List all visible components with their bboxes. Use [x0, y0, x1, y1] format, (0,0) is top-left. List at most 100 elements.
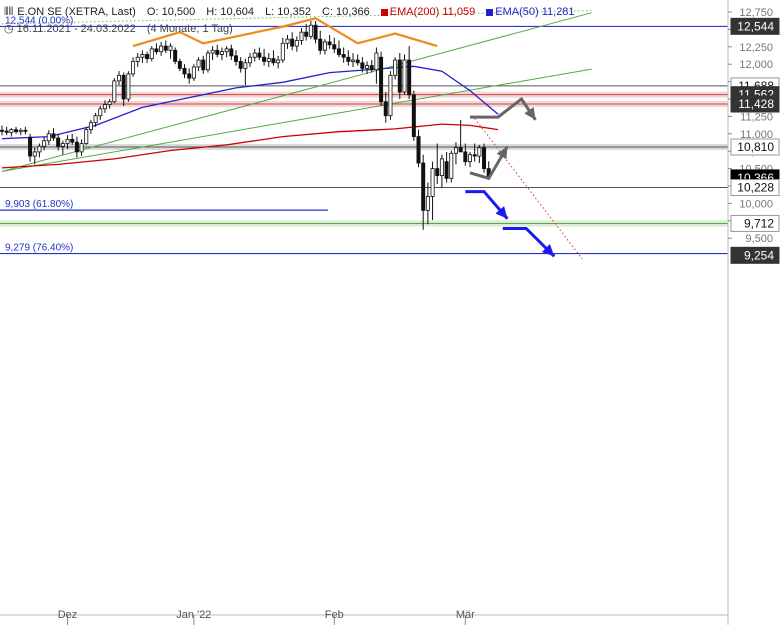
- pattern-layer: [132, 17, 438, 48]
- candle-body: [290, 38, 295, 47]
- candle-body: [458, 147, 463, 153]
- candle-body: [210, 49, 215, 54]
- candle-body: [262, 56, 267, 62]
- ema50-legend-swatch: [486, 8, 494, 16]
- projection-arrowhead: [524, 107, 536, 120]
- y-tick-label: 10,000: [739, 198, 773, 210]
- head-shoulders-pattern: [132, 17, 438, 48]
- horizontal-levels-layer: [0, 25, 728, 255]
- price-tag-label: 10,810: [737, 140, 774, 154]
- candle-body: [23, 129, 28, 132]
- candle-body: [266, 58, 271, 62]
- y-tick-label: 11,250: [740, 111, 773, 123]
- price-tag: [730, 17, 780, 35]
- candle-body: [355, 59, 360, 64]
- candle-body: [14, 129, 19, 133]
- trend-line: [1, 68, 592, 172]
- x-tick-label: Feb: [325, 609, 344, 621]
- candle-body: [154, 48, 159, 53]
- chart-header: ⫴⫴ E.ON SE (XETRA, Last) O: 10,500 H: 10,…: [4, 6, 575, 19]
- trend-line: [1, 12, 592, 172]
- price-tag: [730, 179, 780, 197]
- candle-body: [271, 58, 276, 64]
- candlestick-chart-icon: ⫴⫴: [4, 6, 14, 18]
- candle-body: [201, 59, 206, 71]
- candle-body: [313, 24, 318, 40]
- candle-body: [70, 138, 75, 143]
- candle-body: [177, 61, 182, 69]
- price-tag: [730, 246, 780, 264]
- candle-body: [285, 38, 290, 44]
- fib-label: 9,279 (76.40%): [5, 243, 73, 254]
- projection-path: [465, 190, 509, 220]
- price-tag-label: 11,428: [738, 97, 774, 111]
- candle-body: [149, 48, 154, 60]
- candle-body: [145, 54, 150, 60]
- ema200-legend-swatch: [380, 8, 388, 16]
- candle-body: [233, 55, 238, 62]
- candle-body: [215, 49, 220, 55]
- candle-body: [383, 101, 388, 117]
- candle-body: [74, 141, 79, 153]
- candles-layer: [0, 21, 491, 230]
- price-tags-layer: 12,54411,68811,56211,42810,81010,36610,2…: [730, 17, 780, 264]
- candle-body: [56, 137, 61, 147]
- candle-body: [327, 41, 332, 46]
- candle-body: [407, 59, 412, 96]
- trend-line: [474, 118, 583, 260]
- candle-body: [187, 73, 192, 79]
- candle-body: [472, 154, 477, 157]
- x-axis: Dez Jan '22 Feb Mär: [0, 609, 728, 625]
- candle-body: [163, 45, 168, 51]
- candle-body: [93, 115, 98, 124]
- y-tick-label: 12,000: [739, 59, 773, 71]
- candle-body: [248, 56, 253, 64]
- fib-label: 9,903 (61.80%): [5, 199, 73, 210]
- candle-body: [341, 54, 346, 58]
- candle-body: [28, 136, 33, 157]
- y-tick-label: 9,500: [745, 233, 773, 245]
- price-tag-label: 12,544: [737, 19, 774, 33]
- price-tag-label: 9,712: [744, 216, 774, 230]
- candle-body: [435, 168, 440, 176]
- candle-body: [369, 65, 374, 71]
- x-tick-label: Mär: [456, 609, 475, 621]
- candle-body: [299, 31, 304, 41]
- candle-body: [402, 59, 407, 93]
- candle-body: [32, 151, 37, 157]
- candle-body: [439, 158, 444, 176]
- candle-body: [397, 59, 402, 93]
- y-tick-label: 12,250: [739, 42, 773, 54]
- candle-body: [102, 104, 107, 110]
- candle-body: [140, 54, 145, 58]
- candle-body: [336, 48, 341, 55]
- open-value: O: 10,500: [146, 6, 196, 18]
- price-tag: [730, 214, 780, 232]
- candle-body: [65, 138, 70, 144]
- candle-body: [117, 74, 122, 82]
- candle-body: [121, 74, 126, 100]
- high-value: H: 10,604: [206, 6, 254, 18]
- candle-body: [229, 48, 234, 57]
- candle-body: [0, 129, 4, 132]
- price-tag-label: 10,228: [737, 181, 774, 195]
- candle-body: [379, 56, 384, 103]
- candle-body: [46, 133, 51, 142]
- ema200-line: [1, 123, 499, 169]
- candle-body: [280, 42, 285, 61]
- projection-arrowhead: [495, 206, 508, 219]
- candle-body: [60, 143, 65, 147]
- candle-body: [453, 147, 458, 154]
- projections-layer: [465, 96, 556, 258]
- candle-body: [346, 56, 351, 62]
- projection-arrowhead: [541, 244, 555, 257]
- candle-body: [4, 130, 9, 133]
- candle-body: [304, 31, 309, 37]
- candle-body: [467, 154, 472, 163]
- candle-body: [477, 147, 482, 157]
- candle-body: [135, 56, 140, 62]
- ema50-label: EMA(50): [495, 6, 539, 18]
- fib-label: 12,544 (0.00%): [5, 15, 73, 26]
- candle-body: [294, 40, 299, 47]
